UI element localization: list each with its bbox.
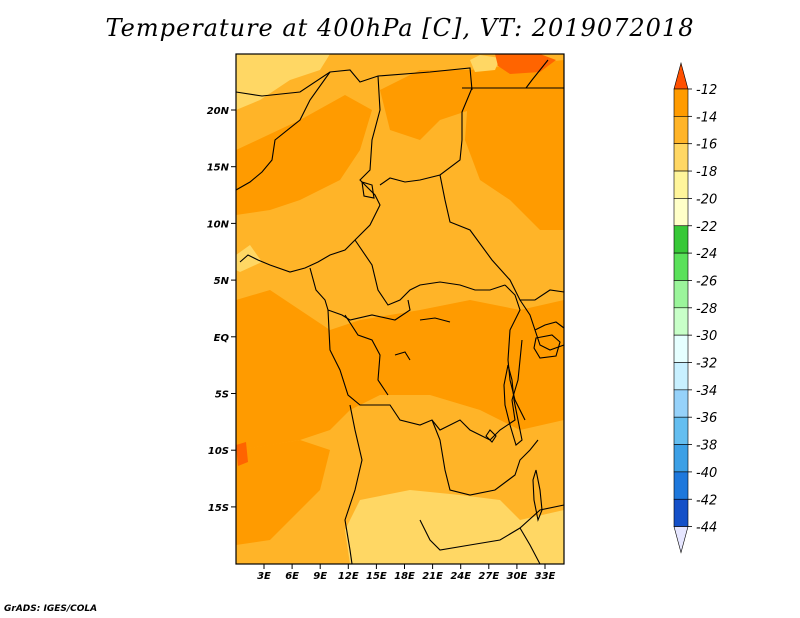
border-line	[519, 527, 541, 565]
field-region-m18	[236, 245, 262, 272]
border-line	[354, 239, 506, 306]
border-line	[344, 314, 389, 396]
colorbar-label: -26	[696, 274, 717, 289]
lon-tick-label: 30E	[507, 571, 528, 582]
colorbar-label: -36	[696, 411, 717, 426]
lon-tick-label: 15E	[366, 571, 387, 582]
lon-tick-label: 3E	[257, 571, 271, 582]
longitude-axis: 3E 6E 9E 12E 15E 18E 21E 24E 27E 30E 33E	[257, 564, 556, 582]
colorbar-label: -32	[696, 357, 717, 372]
temperature-field	[236, 54, 564, 564]
lat-tick-label: 5N	[214, 276, 230, 287]
lat-tick-label: 5S	[215, 390, 229, 401]
lake-outlines	[361, 181, 561, 522]
lat-tick-label: 10N	[207, 219, 230, 230]
colorbar-bottom-arrow	[673, 526, 689, 554]
lake-chad	[361, 181, 375, 199]
border-line	[327, 309, 523, 441]
colorbar-segment	[673, 198, 689, 227]
lake-malawi	[532, 469, 543, 522]
map-frame	[235, 53, 565, 565]
lon-tick-label: 27E	[478, 571, 499, 582]
colorbar-segment	[673, 88, 689, 117]
lat-tick-label: 15S	[208, 503, 229, 514]
colorbar-label: -42	[696, 493, 717, 508]
colorbar-segment	[673, 498, 689, 527]
border-line	[235, 71, 331, 191]
field-region-m18	[470, 55, 500, 72]
colorbar-segment	[673, 225, 689, 254]
latitude-axis: 20N 15N 10N 5N EQ 5S 10S 15S	[207, 106, 236, 514]
lat-tick-label: 10S	[208, 446, 229, 457]
lon-tick-label: 21E	[422, 571, 443, 582]
lat-tick-label: EQ	[214, 333, 230, 344]
colorbar-segment	[673, 252, 689, 281]
colorbar-label: -14	[696, 110, 717, 125]
border-line	[525, 59, 549, 89]
colorbar-segment	[673, 444, 689, 473]
border-line	[439, 174, 565, 301]
lon-tick-label: 24E	[450, 571, 471, 582]
colorbar-segment	[673, 389, 689, 418]
field-region-m14	[380, 70, 470, 140]
colorbar-segment	[673, 170, 689, 199]
lat-tick-label: 20N	[207, 106, 230, 117]
border-line	[431, 419, 539, 496]
border-line	[534, 321, 565, 331]
lon-tick-label: 6E	[285, 571, 299, 582]
colorbar-label: -16	[696, 138, 717, 153]
colorbar-label: -40	[696, 466, 717, 481]
lake-fragment	[394, 351, 411, 361]
colorbar-label: -24	[696, 247, 717, 262]
colorbar: -12 -14 -16 -18 -20 -22 -24 -26 -28 -30 -32 -34 -36 -…	[673, 61, 717, 554]
colorbar-label: -28	[696, 302, 717, 317]
colorbar-label: -34	[696, 384, 717, 399]
colorbar-label: -20	[696, 192, 717, 207]
field-region-m18	[345, 490, 564, 564]
colorbar-label: -38	[696, 439, 717, 454]
colorbar-segment	[673, 471, 689, 500]
lon-tick-label: 18E	[394, 571, 415, 582]
colorbar-segment	[673, 143, 689, 172]
colorbar-label: -12	[696, 83, 717, 98]
field-region-m14	[236, 290, 564, 450]
lat-tick-label: 15N	[207, 163, 230, 174]
border-line	[235, 67, 473, 97]
colorbar-segment	[673, 280, 689, 309]
grads-credit: GrADS: IGES/COLA	[4, 604, 98, 614]
colorbar-label: -30	[696, 329, 717, 344]
lon-tick-label: 12E	[338, 571, 359, 582]
colorbar-label: -22	[696, 220, 717, 235]
colorbar-label: -18	[696, 165, 717, 180]
colorbar-label: -44	[696, 521, 717, 536]
colorbar-segment	[673, 307, 689, 336]
field-region-m14	[236, 440, 330, 545]
border-line	[344, 404, 363, 565]
lake-tanganyika	[503, 364, 523, 446]
colorbar-segment	[673, 334, 689, 363]
map-title: Temperature at 400hPa [C], VT: 201907201…	[105, 14, 695, 42]
field-region-m12	[236, 442, 248, 466]
lake-victoria	[533, 334, 561, 359]
lon-tick-label: 33E	[535, 571, 556, 582]
colorbar-segment	[673, 362, 689, 391]
lon-tick-label: 9E	[313, 571, 327, 582]
country-borders	[235, 59, 565, 565]
colorbar-top-arrow	[673, 61, 689, 90]
field-region-m14	[236, 95, 372, 215]
border-line	[239, 75, 381, 273]
colorbar-segment	[673, 416, 689, 445]
lake-bangweulu	[485, 429, 497, 443]
lake-fragment	[419, 317, 451, 323]
field-region-m14	[465, 60, 564, 230]
colorbar-segment	[673, 116, 689, 144]
